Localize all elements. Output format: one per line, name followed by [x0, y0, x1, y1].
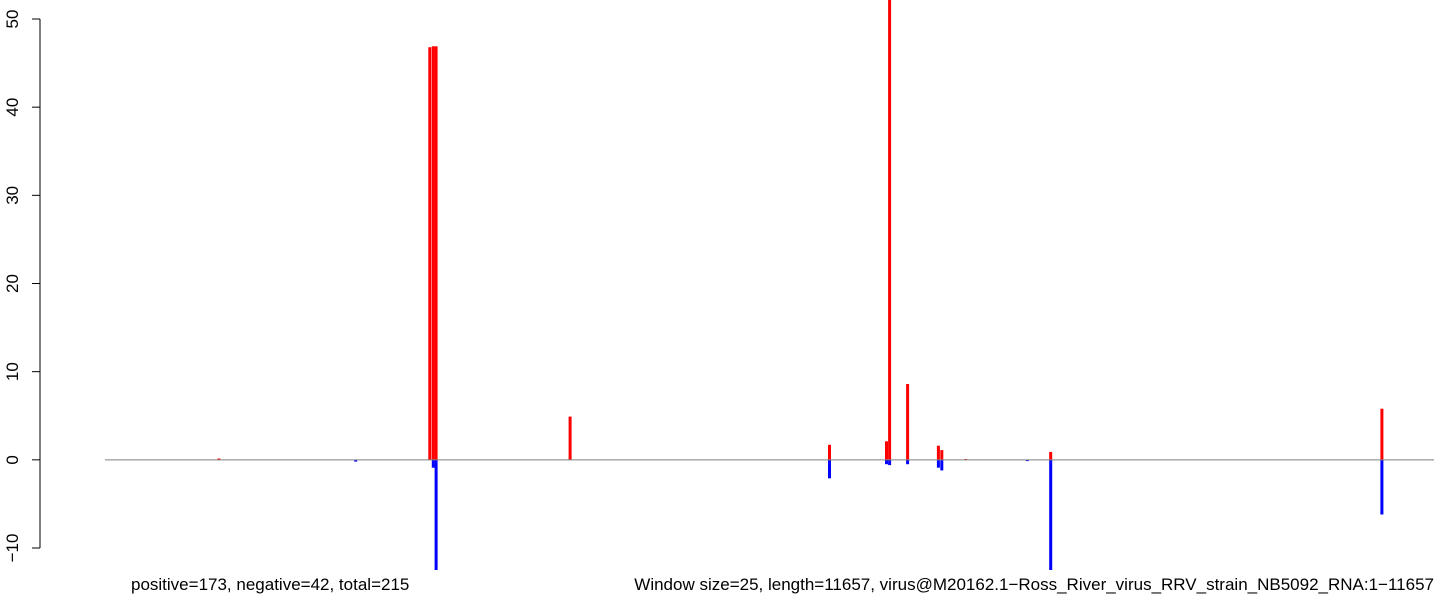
positive-bar: [1049, 451, 1053, 460]
negative-bar: [906, 459, 910, 465]
negative-bar: [936, 459, 940, 468]
negative-bar: [888, 459, 892, 466]
negative-bar: [885, 459, 888, 465]
positive-bar: [940, 450, 944, 460]
positive-bar: [885, 441, 888, 460]
y-tick-label: 0: [3, 455, 22, 464]
negative-bar: [1025, 459, 1029, 462]
negative-bar: [431, 459, 435, 468]
positive-bar: [434, 46, 438, 460]
positive-bar: [906, 384, 910, 460]
y-axis: −10 0 10 20 30 40 50: [3, 10, 41, 563]
positive-bar: [828, 444, 831, 460]
y-tick-label: 50: [3, 10, 22, 29]
y-tick-label: 10: [3, 362, 22, 381]
positive-bar: [431, 46, 435, 460]
positive-bar: [888, 0, 892, 460]
positive-bar: [217, 458, 221, 460]
caption-window-info: Window size=25, length=11657, virus@M201…: [634, 575, 1434, 594]
positive-bar: [428, 47, 432, 460]
y-tick-label: −10: [3, 534, 22, 563]
positive-bar: [1380, 408, 1384, 460]
negative-bar: [434, 459, 438, 570]
positive-bar: [936, 445, 940, 460]
positive-bar: [568, 416, 572, 460]
y-tick-label: 30: [3, 186, 22, 205]
y-tick-label: 20: [3, 274, 22, 293]
negative-bar: [354, 459, 358, 462]
negative-bar: [828, 459, 831, 479]
negative-bar: [1380, 459, 1384, 515]
bars-layer: [217, 0, 1384, 570]
caption-counts: positive=173, negative=42, total=215: [131, 575, 409, 594]
negative-bar: [940, 459, 944, 471]
y-tick-label: 40: [3, 98, 22, 117]
negative-bar: [1049, 459, 1053, 570]
